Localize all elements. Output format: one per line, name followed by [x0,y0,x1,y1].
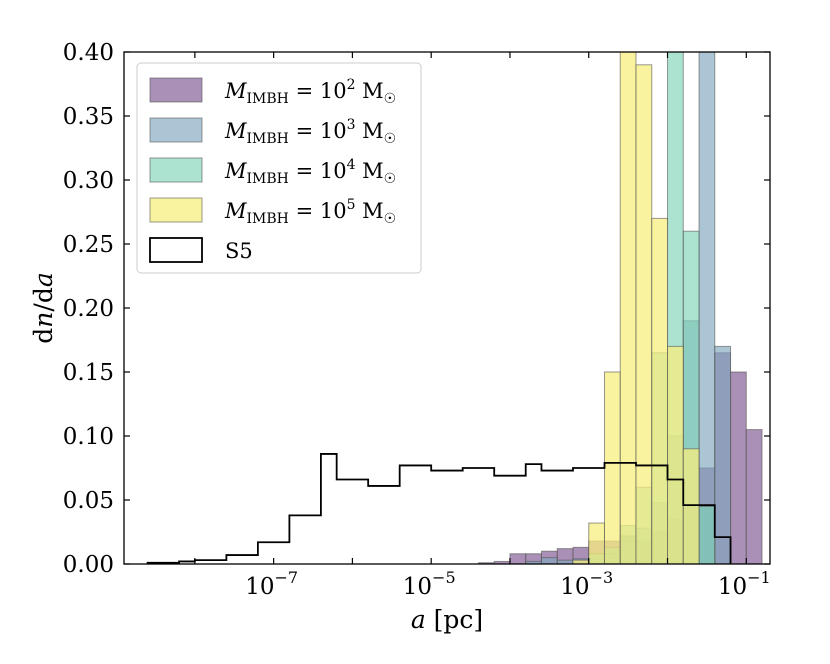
legend-label: MIMBH = 104 M☉ [224,157,396,187]
axis-ticks: 0.00 0.05 0.10 0.15 0.20 0.25 0.30 0.35 0.40 10−7… [63,40,771,600]
x-tick-label: 10−5 [403,568,456,600]
legend-swatch [149,157,203,183]
x-axis-title: a [pc] [411,605,483,634]
legend-label: S5 [225,239,253,263]
legend-box [136,62,422,274]
legend-label: MIMBH = 103 M☉ [224,117,396,147]
y-tick-label: 0.15 [63,360,114,386]
y-tick-label: 0.30 [63,168,114,194]
bar [619,52,637,564]
y-tick-label: 0.40 [63,40,114,66]
bar [714,345,732,564]
histogram-bars [477,52,763,564]
bar [698,505,716,564]
y-tick-label: 0.20 [63,296,114,322]
y-tick-label: 0.10 [63,424,114,450]
legend-swatch [149,197,203,223]
s5-step-line [146,453,732,564]
legend-label: MIMBH = 105 M☉ [224,197,396,227]
axis-titles: a [pc] dn/da [29,272,483,634]
y-tick-label: 0.25 [63,232,114,258]
bar [588,522,605,564]
legend-label: MIMBH = 102 M☉ [224,77,396,107]
y-tick-label: 0.00 [63,552,114,578]
bar [698,52,716,564]
bar [540,557,558,564]
x-tick-label: 10−7 [245,568,298,600]
legend: MIMBH = 102 M☉ MIMBH = 103 M☉ MIMBH = 104 … [136,62,422,274]
bar [730,371,747,564]
series-4-bars [572,52,700,564]
bar [603,371,621,564]
s5-step-path [146,453,732,564]
y-tick-label: 0.05 [63,488,114,514]
legend-swatch [149,77,203,103]
bar [667,345,684,564]
y-tick-label: 0.35 [63,104,114,130]
bar [682,448,700,564]
legend-swatch [149,117,203,143]
bar [509,553,527,564]
x-tick-label: 10−3 [560,568,613,600]
bar [745,429,763,564]
x-tick-label: 10−1 [718,568,771,600]
y-axis-title: dn/da [29,272,58,343]
bar [651,217,669,564]
bar [635,64,653,564]
legend-swatch [149,237,203,263]
